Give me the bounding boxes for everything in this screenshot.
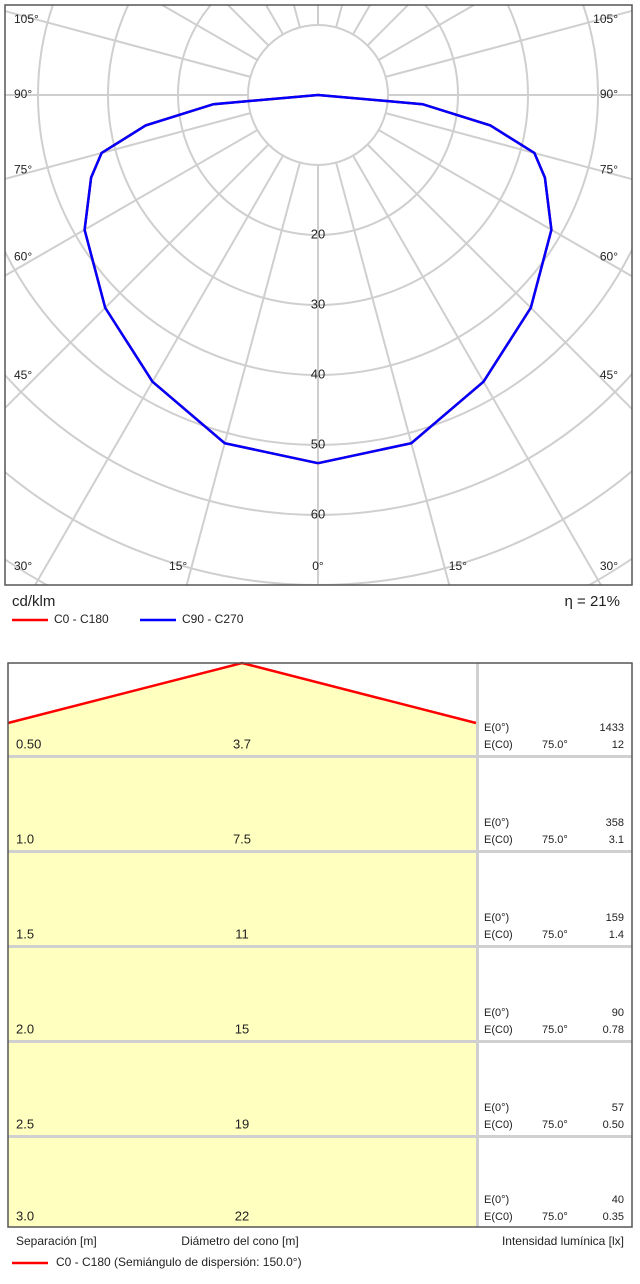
ec0-angle: 75.0° <box>542 1211 568 1223</box>
illuminance-label: Intensidad lumínica [lx] <box>502 1234 624 1248</box>
polar-plot <box>5 5 632 585</box>
e0-label: E(0°) <box>484 912 509 924</box>
separation-label: Separación [m] <box>16 1234 97 1248</box>
height-label: 0.50 <box>16 736 41 751</box>
angle-tick-label: 105° <box>593 12 618 26</box>
grid-spoke <box>185 162 301 585</box>
intensity-curve <box>317 93 553 465</box>
e0-label: E(0°) <box>484 1102 509 1114</box>
diameter-label: 19 <box>235 1116 249 1131</box>
ec0-angle: 75.0° <box>542 1119 568 1131</box>
e0-value: 358 <box>606 817 624 829</box>
height-label: 2.5 <box>16 1116 34 1131</box>
ec0-angle: 75.0° <box>542 739 568 751</box>
diameter-label: 3.7 <box>233 736 251 751</box>
polar-frame <box>4 4 633 586</box>
angle-tick-label: 30° <box>14 559 32 573</box>
row-separator <box>8 1040 632 1043</box>
radial-tick-label: 60 <box>311 506 325 521</box>
ec0-angle: 75.0° <box>542 929 568 941</box>
row-separator <box>8 1135 632 1138</box>
grid-spoke <box>33 155 284 585</box>
height-label: 1.0 <box>16 831 34 846</box>
e0-value: 40 <box>612 1194 624 1206</box>
height-label: 1.5 <box>16 926 34 941</box>
e0-value: 57 <box>612 1102 624 1114</box>
grid-spoke <box>5 10 251 78</box>
legend-label: C0 - C180 (Semiángulo de dispersión: 150… <box>56 1255 302 1269</box>
height-label: 3.0 <box>16 1208 34 1223</box>
angle-tick-label: 75° <box>14 162 32 176</box>
radial-tick-label: 40 <box>311 366 325 381</box>
grid-spoke <box>385 9 632 78</box>
ec0-label: E(C0) <box>484 739 513 751</box>
efficiency-label: η = 21% <box>565 593 620 610</box>
cone-frame <box>7 662 633 1228</box>
angle-tick-label: 45° <box>600 368 618 382</box>
cone-diagram: 0.50 3.7 E(0°) 1433 E(C0) 75.0° 12 1.0 7.5 E(0°) 3… <box>7 661 633 1269</box>
angle-tick-label: 75° <box>600 162 618 176</box>
angle-tick-label: 15° <box>449 559 467 573</box>
legend: C0 - C180 C90 - C270 <box>12 612 244 626</box>
ec0-label: E(C0) <box>484 929 513 941</box>
e0-label: E(0°) <box>484 1194 509 1206</box>
ec0-label: E(C0) <box>484 834 513 846</box>
ec0-value: 0.35 <box>603 1211 624 1223</box>
ec0-angle: 75.0° <box>542 834 568 846</box>
angle-tick-label: 105° <box>14 12 39 26</box>
e0-label: E(0°) <box>484 722 509 734</box>
diameter-label: 11 <box>235 926 249 941</box>
grid-spoke <box>352 155 603 585</box>
height-label: 2.0 <box>16 1021 34 1036</box>
angle-tick-label: 60° <box>14 249 32 263</box>
ec0-label: E(C0) <box>484 1024 513 1036</box>
angle-tick-label: 45° <box>14 368 32 382</box>
ec0-label: E(C0) <box>484 1211 513 1223</box>
ec0-value: 1.4 <box>609 929 624 941</box>
row-separator <box>8 945 632 948</box>
grid-spoke <box>5 143 270 410</box>
grid-spoke <box>335 162 451 585</box>
angle-tick-label: 30° <box>600 559 618 573</box>
diameter-label: 7.5 <box>233 831 251 846</box>
diameter-label: 15 <box>235 1021 249 1036</box>
diameter-label: 22 <box>235 1208 249 1223</box>
e0-value: 159 <box>606 912 624 924</box>
legend-label: C0 - C180 <box>54 612 109 626</box>
diameter-axis-label: Diámetro del cono [m] <box>181 1234 298 1248</box>
ec0-value: 0.78 <box>603 1024 624 1036</box>
row-separator <box>8 850 632 853</box>
e0-value: 1433 <box>600 722 624 734</box>
intensity-curve <box>83 93 319 465</box>
radial-tick-label: 30 <box>311 296 325 311</box>
ec0-value: 3.1 <box>609 834 624 846</box>
angle-tick-label: 60° <box>600 249 618 263</box>
ec0-label: E(C0) <box>484 1119 513 1131</box>
radial-tick-label: 50 <box>311 436 325 451</box>
polar-labels: 20 30 40 50 60 0° 15° 15° 30° 30° 45° 45° 60° 60° 75° 7… <box>14 12 618 573</box>
grid-spoke <box>378 129 632 278</box>
e0-value: 90 <box>612 1007 624 1019</box>
angle-tick-label: 0° <box>312 559 324 573</box>
ec0-angle: 75.0° <box>542 1024 568 1036</box>
grid-spoke <box>366 143 632 411</box>
divider <box>476 663 479 1227</box>
legend-label: C90 - C270 <box>182 612 244 626</box>
e0-label: E(0°) <box>484 817 509 829</box>
ec0-value: 12 <box>612 739 624 751</box>
ec0-value: 0.50 <box>603 1119 624 1131</box>
angle-tick-label: 15° <box>169 559 187 573</box>
radial-tick-label: 20 <box>311 226 325 241</box>
grid-spoke <box>5 129 258 277</box>
unit-label: cd/klm <box>12 593 55 610</box>
row-separator <box>8 755 632 758</box>
angle-tick-label: 90° <box>600 87 618 101</box>
angle-tick-label: 90° <box>14 87 32 101</box>
e0-label: E(0°) <box>484 1007 509 1019</box>
